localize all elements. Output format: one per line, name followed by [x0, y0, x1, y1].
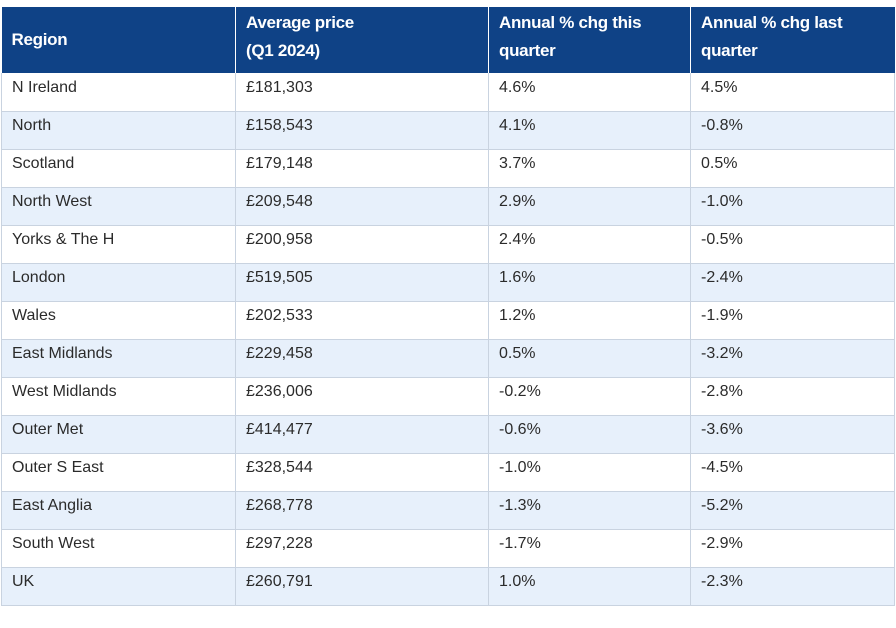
table-row: South West £297,228 -1.7% -2.9%	[1, 529, 895, 568]
cell-region: Outer Met	[1, 415, 236, 454]
table-row: Outer S East £328,544 -1.0% -4.5%	[1, 453, 895, 492]
cell-region: Yorks & The H	[1, 225, 236, 264]
table-body: N Ireland £181,303 4.6% 4.5% North £158,543 4.…	[1, 73, 895, 606]
cell-average-price: £202,533	[235, 301, 489, 340]
header-average-price-line2: (Q1 2024)	[246, 41, 320, 60]
cell-change-this-quarter: 1.6%	[488, 263, 691, 302]
cell-change-last-quarter: -5.2%	[690, 491, 895, 530]
header-average-price: Average price (Q1 2024)	[235, 7, 489, 73]
regional-house-price-table: Region Average price (Q1 2024) Annual % …	[1, 7, 895, 606]
header-change-last-quarter-line2: quarter	[701, 41, 758, 60]
cell-change-this-quarter: -1.3%	[488, 491, 691, 530]
cell-change-this-quarter: 3.7%	[488, 149, 691, 188]
cell-change-this-quarter: 2.9%	[488, 187, 691, 226]
cell-change-last-quarter: -1.9%	[690, 301, 895, 340]
cell-average-price: £181,303	[235, 73, 489, 112]
cell-average-price: £236,006	[235, 377, 489, 416]
cell-change-this-quarter: 1.2%	[488, 301, 691, 340]
cell-change-last-quarter: -2.8%	[690, 377, 895, 416]
cell-change-this-quarter: 4.1%	[488, 111, 691, 150]
table-row: Yorks & The H £200,958 2.4% -0.5%	[1, 225, 895, 264]
table-row: N Ireland £181,303 4.6% 4.5%	[1, 73, 895, 112]
cell-change-this-quarter: -1.0%	[488, 453, 691, 492]
price-table: Region Average price (Q1 2024) Annual % …	[1, 7, 895, 606]
cell-change-last-quarter: 0.5%	[690, 149, 895, 188]
table-row: UK £260,791 1.0% -2.3%	[1, 567, 895, 606]
cell-change-this-quarter: 4.6%	[488, 73, 691, 112]
cell-change-this-quarter: 2.4%	[488, 225, 691, 264]
header-change-this-quarter: Annual % chg this quarter	[488, 7, 691, 73]
cell-region: East Anglia	[1, 491, 236, 530]
cell-region: N Ireland	[1, 73, 236, 112]
header-change-this-quarter-line2: quarter	[499, 41, 556, 60]
header-average-price-line1: Average price	[246, 13, 354, 32]
table-row: Outer Met £414,477 -0.6% -3.6%	[1, 415, 895, 454]
cell-change-last-quarter: 4.5%	[690, 73, 895, 112]
cell-change-last-quarter: -0.8%	[690, 111, 895, 150]
table-row: North £158,543 4.1% -0.8%	[1, 111, 895, 150]
cell-region: Wales	[1, 301, 236, 340]
cell-change-this-quarter: -1.7%	[488, 529, 691, 568]
table-row: East Midlands £229,458 0.5% -3.2%	[1, 339, 895, 378]
cell-region: Scotland	[1, 149, 236, 188]
header-change-this-quarter-line1: Annual % chg this	[499, 13, 642, 32]
cell-change-last-quarter: -2.9%	[690, 529, 895, 568]
table-row: East Anglia £268,778 -1.3% -5.2%	[1, 491, 895, 530]
cell-average-price: £260,791	[235, 567, 489, 606]
cell-change-last-quarter: -1.0%	[690, 187, 895, 226]
cell-average-price: £158,543	[235, 111, 489, 150]
header-region: Region	[1, 7, 236, 73]
cell-average-price: £414,477	[235, 415, 489, 454]
cell-region: London	[1, 263, 236, 302]
cell-region: UK	[1, 567, 236, 606]
cell-average-price: £229,458	[235, 339, 489, 378]
cell-region: North West	[1, 187, 236, 226]
cell-change-last-quarter: -3.6%	[690, 415, 895, 454]
cell-change-last-quarter: -2.3%	[690, 567, 895, 606]
cell-average-price: £179,148	[235, 149, 489, 188]
header-change-last-quarter: Annual % chg last quarter	[690, 7, 895, 73]
table-header: Region Average price (Q1 2024) Annual % …	[1, 7, 895, 73]
cell-change-this-quarter: 0.5%	[488, 339, 691, 378]
cell-region: North	[1, 111, 236, 150]
cell-change-last-quarter: -2.4%	[690, 263, 895, 302]
cell-average-price: £328,544	[235, 453, 489, 492]
cell-region: West Midlands	[1, 377, 236, 416]
table-row: London £519,505 1.6% -2.4%	[1, 263, 895, 302]
cell-average-price: £209,548	[235, 187, 489, 226]
header-region-label: Region	[11, 30, 68, 49]
table-row: West Midlands £236,006 -0.2% -2.8%	[1, 377, 895, 416]
cell-region: Outer S East	[1, 453, 236, 492]
cell-average-price: £297,228	[235, 529, 489, 568]
table-row: Scotland £179,148 3.7% 0.5%	[1, 149, 895, 188]
cell-region: South West	[1, 529, 236, 568]
cell-change-last-quarter: -3.2%	[690, 339, 895, 378]
table-row: North West £209,548 2.9% -1.0%	[1, 187, 895, 226]
cell-change-last-quarter: -0.5%	[690, 225, 895, 264]
header-change-last-quarter-line1: Annual % chg last	[701, 13, 843, 32]
header-row: Region Average price (Q1 2024) Annual % …	[1, 7, 895, 73]
cell-change-this-quarter: -0.6%	[488, 415, 691, 454]
cell-change-this-quarter: -0.2%	[488, 377, 691, 416]
cell-average-price: £519,505	[235, 263, 489, 302]
cell-average-price: £200,958	[235, 225, 489, 264]
table-row: Wales £202,533 1.2% -1.9%	[1, 301, 895, 340]
cell-region: East Midlands	[1, 339, 236, 378]
cell-average-price: £268,778	[235, 491, 489, 530]
cell-change-this-quarter: 1.0%	[488, 567, 691, 606]
cell-change-last-quarter: -4.5%	[690, 453, 895, 492]
